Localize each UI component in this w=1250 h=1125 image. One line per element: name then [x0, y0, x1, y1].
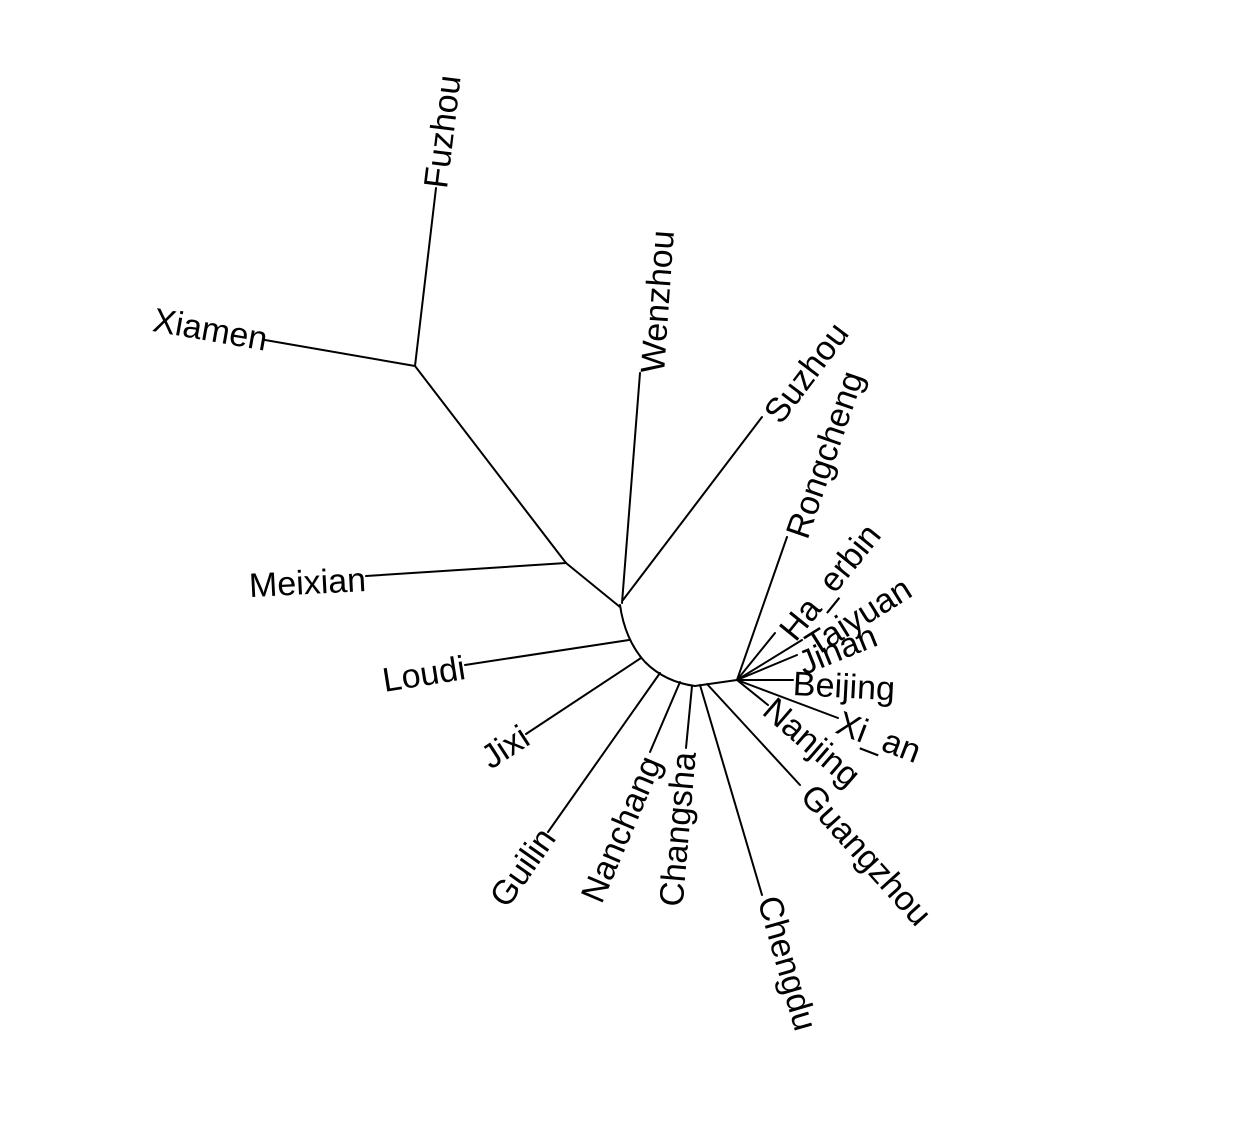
branch-north-node-to-taiyuan — [736, 639, 803, 681]
branch-north-node-to-xi-an — [736, 679, 839, 719]
label-chengdu: Chengdu — [750, 892, 825, 1035]
branch-fuzhou-clade-to-xiamen — [264, 339, 416, 367]
branches — [264, 187, 839, 896]
branch-north-node-to-jinan — [736, 654, 798, 681]
branch-backbone-to-nanchang — [649, 681, 681, 753]
branch-backbone-to-loudi — [464, 639, 630, 666]
label-guilin: Guilin — [483, 821, 564, 914]
branch-backbone-to-guangzhou — [706, 683, 801, 786]
branch-meixian-node-to-meixian — [365, 562, 567, 577]
branch-backbone-to-changsha — [685, 685, 693, 749]
label-beijing: Beijing — [792, 665, 896, 708]
branch-backbone-to-jixi — [525, 657, 642, 735]
branch-meixian-node-to-fuzhou-clade — [414, 365, 567, 564]
branch-backbone-arc — [619, 604, 738, 688]
label-wenzhou: Wenzhou — [634, 229, 682, 374]
branch-center-to-suzhou — [622, 416, 763, 601]
branch-backbone-to-guilin — [547, 672, 661, 833]
tip-labels: Fuzhou Xiamen Wenzhou Suzhou Rongcheng H… — [150, 73, 939, 1035]
label-xiamen: Xiamen — [150, 301, 270, 358]
label-fuzhou: Fuzhou — [417, 73, 469, 190]
label-loudi: Loudi — [380, 649, 468, 700]
label-guangzhou: Guangzhou — [793, 777, 939, 933]
branch-center-to-meixian-node — [565, 562, 621, 608]
branch-center-to-wenzhou — [621, 372, 641, 604]
branch-backbone-to-chengdu — [699, 684, 763, 896]
branch-north-node-to-ha-erbin — [736, 632, 776, 681]
branch-north-node-to-rongcheng — [736, 536, 788, 681]
label-meixian: Meixian — [248, 561, 367, 605]
label-jixi: Jixi — [474, 718, 536, 777]
branch-north-node-to-nanjing — [736, 679, 769, 706]
branch-fuzhou-clade-to-fuzhou — [414, 187, 437, 367]
